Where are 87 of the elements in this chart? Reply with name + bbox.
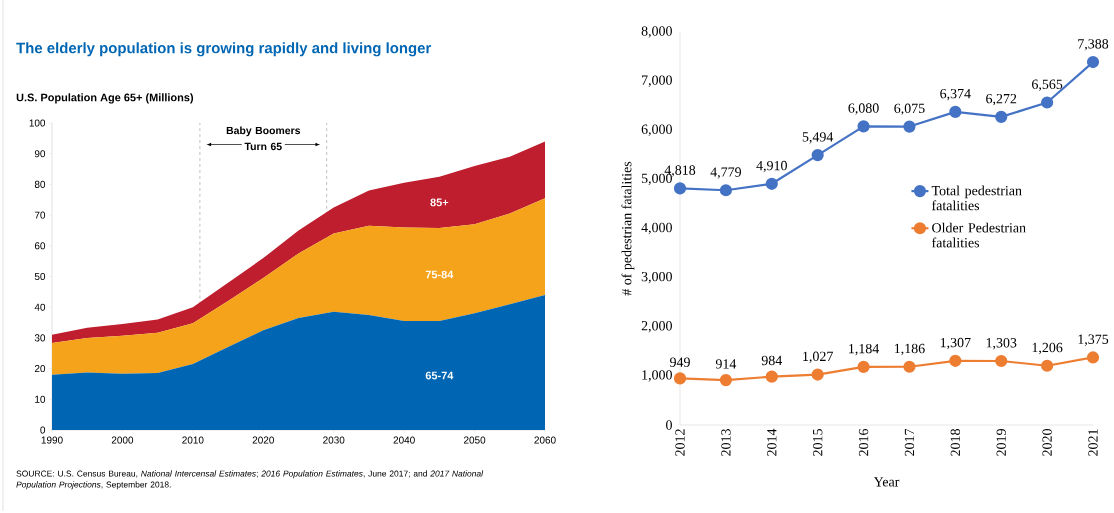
- data-label: 1,206: [1032, 342, 1063, 355]
- series-label: 75-84: [425, 270, 454, 279]
- y-tick-label: 80: [34, 180, 46, 188]
- point: [673, 372, 687, 385]
- point: [903, 360, 916, 373]
- y-tick-label: 50: [34, 272, 46, 281]
- data-label: 949: [670, 357, 690, 367]
- x-tick-label: 2030: [323, 436, 345, 444]
- data-label: 6,272: [986, 93, 1017, 106]
- point: [1086, 55, 1100, 69]
- point: [857, 360, 870, 373]
- y-tick-label: 30: [34, 334, 46, 342]
- data-label: 1,186: [894, 343, 925, 356]
- legend-label: Total pedestrian fatalities: [931, 185, 1022, 211]
- chart-subtitle: U.S. Population Age 65+ (Millions): [16, 93, 194, 104]
- data-label: 4,779: [710, 167, 742, 179]
- y-axis-title: # of pedestrian fatalities: [621, 161, 635, 296]
- x-tick-label: 2040: [393, 436, 415, 444]
- point: [811, 149, 824, 162]
- data-label: 1,027: [803, 351, 833, 364]
- data-label: 5,494: [802, 132, 834, 144]
- x-tick-label: 2000: [111, 436, 134, 444]
- x-tick-label: 2014: [767, 428, 777, 456]
- x-tick-label: 2019: [996, 429, 1006, 456]
- point: [1041, 96, 1054, 109]
- y-tick-label: 2,000: [641, 321, 672, 333]
- x-tick-label: 2015: [812, 429, 823, 456]
- x-axis-title: Year: [873, 477, 900, 487]
- x-tick-label: 2060: [534, 436, 556, 444]
- data-label: 1,307: [940, 337, 971, 350]
- point: [765, 370, 778, 383]
- x-tick-label: 2012: [675, 429, 685, 456]
- data-label: 6,565: [1032, 79, 1063, 91]
- point: [995, 354, 1008, 368]
- annotation: Baby Boomers Turn 65: [226, 126, 301, 151]
- data-label: 1,375: [1078, 334, 1109, 346]
- data-label: 1,184: [849, 343, 880, 356]
- point: [1086, 351, 1100, 364]
- data-label: 7,388: [1078, 39, 1109, 51]
- point: [949, 354, 962, 367]
- y-tick-label: 10: [35, 395, 46, 403]
- y-tick-label: 7,000: [642, 75, 672, 87]
- series-label: 65-74: [425, 371, 454, 380]
- y-tick-label: 60: [34, 242, 46, 250]
- series-label: 85+: [430, 198, 449, 207]
- y-tick-label: 4,000: [641, 222, 672, 235]
- data-label: 6,075: [894, 103, 925, 116]
- data-label: 914: [715, 359, 737, 369]
- data-label: 1,303: [986, 338, 1017, 350]
- x-tick-label: 2016: [858, 428, 869, 456]
- y-tick-label: 20: [34, 365, 46, 373]
- data-label: 6,080: [848, 103, 879, 115]
- point: [765, 177, 778, 190]
- point: [719, 184, 732, 197]
- chart-title: The elderly population is growing rapidly and living longer: [16, 42, 432, 57]
- point: [995, 110, 1008, 123]
- x-tick-label: 2020: [1042, 429, 1052, 456]
- y-tick-label: 8,000: [641, 26, 672, 38]
- point: [857, 120, 870, 133]
- y-tick-label: 100: [29, 119, 46, 127]
- x-tick-label: 2013: [721, 429, 731, 456]
- x-tick-label: 2018: [950, 429, 961, 456]
- point: [719, 374, 732, 387]
- x-tick-label: 2017: [904, 428, 915, 456]
- point: [673, 182, 687, 195]
- y-tick-label: 6,000: [641, 124, 672, 136]
- y-tick-label: 1,000: [642, 370, 672, 382]
- x-tick-label: 2010: [182, 436, 204, 444]
- point: [903, 120, 916, 133]
- text: SOURCE: U.S. Census Bureau, National Intercensal Estimates; 2016 Population Estimates, June 2017; and 2017 National Population Projections, September 2018.: [16, 470, 484, 490]
- point: [1041, 359, 1054, 372]
- legend-label: Older Pedestrian fatalities: [931, 222, 1026, 248]
- y-tick-label: 40: [34, 303, 46, 311]
- data-label: 4,910: [756, 160, 787, 173]
- y-tick-label: 70: [34, 211, 46, 219]
- x-tick-label: 2050: [463, 436, 486, 444]
- x-tick-label: 2020: [252, 436, 274, 444]
- data-label: 6,374: [940, 88, 971, 101]
- y-tick-label: 0: [666, 420, 672, 430]
- y-tick-label: 0: [40, 426, 46, 434]
- point: [811, 368, 824, 381]
- point: [949, 105, 962, 118]
- x-tick-label: 1990: [41, 436, 63, 444]
- x-tick-label: 2021: [1088, 429, 1098, 456]
- data-label: 984: [761, 355, 783, 366]
- y-tick-label: 90: [34, 150, 46, 158]
- y-tick-label: 3,000: [641, 271, 672, 284]
